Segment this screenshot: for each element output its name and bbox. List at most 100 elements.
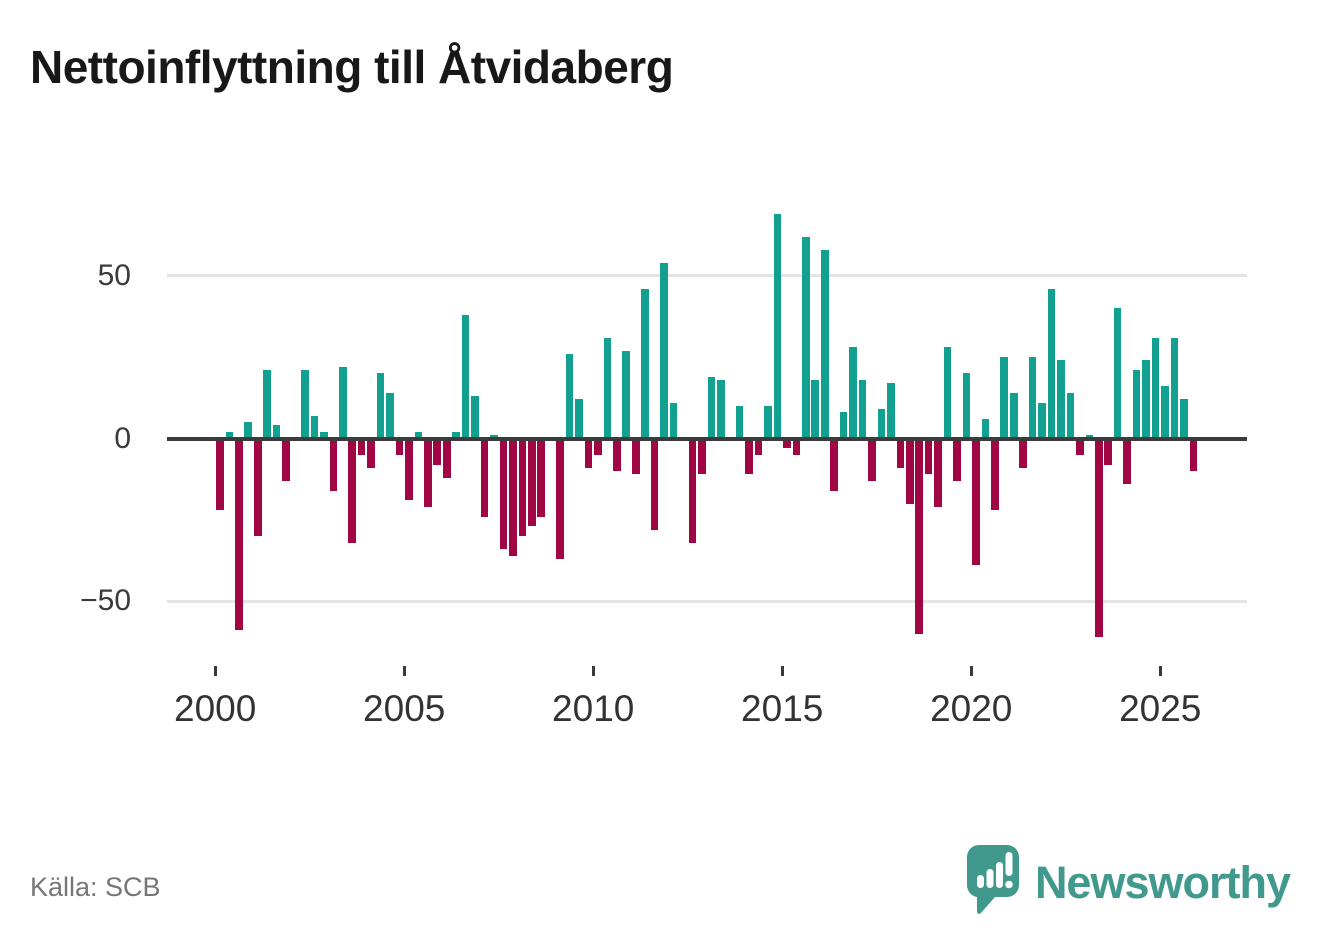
bar-2011-q1 xyxy=(631,438,640,475)
x-axis-label-2000: 2000 xyxy=(174,688,257,729)
x-axis-label-2020: 2020 xyxy=(930,688,1013,729)
x-tick-2000 xyxy=(213,666,217,676)
bar-2020-q2 xyxy=(981,418,990,439)
bar-2022-q4 xyxy=(1076,438,1084,455)
x-tick-2010 xyxy=(591,666,595,676)
bar-2025-q2 xyxy=(1170,337,1179,439)
bar-2001-q4 xyxy=(282,438,290,481)
bar-2020-q4 xyxy=(1000,357,1009,439)
bar-2024-q1 xyxy=(1123,438,1131,485)
bar-2012-q3 xyxy=(688,438,697,543)
gridline-50 xyxy=(167,274,1247,278)
exclamation-dot xyxy=(1005,880,1013,889)
bar-2014-q2 xyxy=(754,438,763,455)
x-axis-label-2010: 2010 xyxy=(552,688,635,729)
bar-2014-q3 xyxy=(764,405,772,439)
bar-2023-q3 xyxy=(1104,438,1113,465)
bar-2020-q3 xyxy=(991,438,999,511)
bar-2022-q3 xyxy=(1066,392,1075,439)
bar-2000-q2 xyxy=(225,431,234,439)
bar-2009-q4 xyxy=(584,438,593,468)
bar-2017-q1 xyxy=(858,379,867,439)
bar-2002-q3 xyxy=(310,415,319,439)
bar-2016-q2 xyxy=(830,438,838,491)
x-axis-label-2005: 2005 xyxy=(363,688,446,729)
bar-2021-q1 xyxy=(1009,392,1018,439)
bar-2025-q4 xyxy=(1189,438,1198,472)
bar-2006-q4 xyxy=(471,396,479,439)
y-axis-label-50: 50 xyxy=(97,258,131,292)
bar-2025-q3 xyxy=(1180,399,1188,439)
bar-2018-q1 xyxy=(896,438,905,468)
newsworthy-speech-bubble-chart-icon xyxy=(965,843,1021,922)
brand-name: Newsworthy xyxy=(1034,856,1291,908)
gridline-−50 xyxy=(167,599,1247,603)
bar-2024-q3 xyxy=(1142,360,1150,439)
bar-2006-q2 xyxy=(452,431,460,439)
mini-bar-1 xyxy=(976,875,984,888)
bar-2024-q4 xyxy=(1151,337,1160,439)
bar-2015-q1 xyxy=(783,438,791,449)
y-axis-label-−50: −50 xyxy=(80,584,131,618)
bar-2011-q4 xyxy=(660,262,668,439)
brand-logo: Newsworthy xyxy=(965,843,1291,922)
bar-2008-q1 xyxy=(518,438,527,537)
bar-2017-q2 xyxy=(868,438,876,481)
bar-2019-q1 xyxy=(934,438,942,507)
bar-2003-q4 xyxy=(357,438,366,455)
x-tick-2020 xyxy=(969,666,973,676)
x-tick-2025 xyxy=(1158,666,1162,676)
bar-2025-q1 xyxy=(1161,386,1169,439)
bar-2013-q1 xyxy=(707,376,716,439)
bar-2006-q1 xyxy=(442,438,451,478)
bar-2016-q1 xyxy=(820,249,829,439)
bar-2009-q2 xyxy=(565,353,574,439)
bar-2014-q1 xyxy=(745,438,753,475)
y-axis-label-0: 0 xyxy=(114,421,131,455)
bar-2013-q2 xyxy=(716,379,725,439)
mini-bar-2 xyxy=(986,869,994,888)
bar-2005-q2 xyxy=(414,431,423,439)
bar-2023-q2 xyxy=(1094,438,1103,637)
bar-2012-q4 xyxy=(698,438,706,475)
bar-2012-q1 xyxy=(669,402,678,439)
x-tick-2015 xyxy=(780,666,784,676)
bar-2021-q2 xyxy=(1019,438,1027,468)
bar-2014-q4 xyxy=(773,214,782,439)
bar-2011-q2 xyxy=(641,288,649,439)
bar-2022-q2 xyxy=(1057,360,1065,439)
bar-2000-q1 xyxy=(216,438,224,511)
bar-2019-q4 xyxy=(962,373,971,439)
bar-2016-q3 xyxy=(839,412,848,439)
source-note: Källa: SCB xyxy=(30,872,161,902)
x-tick-2005 xyxy=(402,666,406,676)
x-axis-label-2015: 2015 xyxy=(741,688,824,729)
bar-2002-q2 xyxy=(301,370,309,439)
bar-2000-q3 xyxy=(235,438,243,631)
bar-2018-q3 xyxy=(915,438,924,634)
bar-2017-q3 xyxy=(877,409,886,439)
bar-2017-q4 xyxy=(887,383,895,439)
bar-2011-q3 xyxy=(650,438,659,530)
bar-2020-q1 xyxy=(972,438,980,566)
zero-axis-line xyxy=(167,436,1247,441)
bar-2003-q1 xyxy=(329,438,338,491)
bar-2006-q3 xyxy=(461,314,470,439)
x-axis-label-2025: 2025 xyxy=(1119,688,1202,729)
bar-2001-q3 xyxy=(272,425,281,439)
bar-2010-q1 xyxy=(594,438,602,455)
bar-2021-q4 xyxy=(1038,402,1046,439)
bar-2002-q4 xyxy=(320,431,328,439)
bar-2005-q3 xyxy=(424,438,432,507)
bar-2015-q2 xyxy=(792,438,801,455)
bar-2018-q2 xyxy=(905,438,914,504)
bar-2019-q3 xyxy=(953,438,961,481)
bar-2007-q1 xyxy=(480,438,489,517)
mini-bar-3 xyxy=(995,862,1003,888)
bar-2022-q1 xyxy=(1047,288,1056,439)
bar-2010-q2 xyxy=(603,337,612,439)
bar-2000-q4 xyxy=(244,422,253,439)
bar-2003-q3 xyxy=(348,438,357,543)
bar-2009-q1 xyxy=(556,438,564,559)
bar-2004-q1 xyxy=(367,438,375,468)
